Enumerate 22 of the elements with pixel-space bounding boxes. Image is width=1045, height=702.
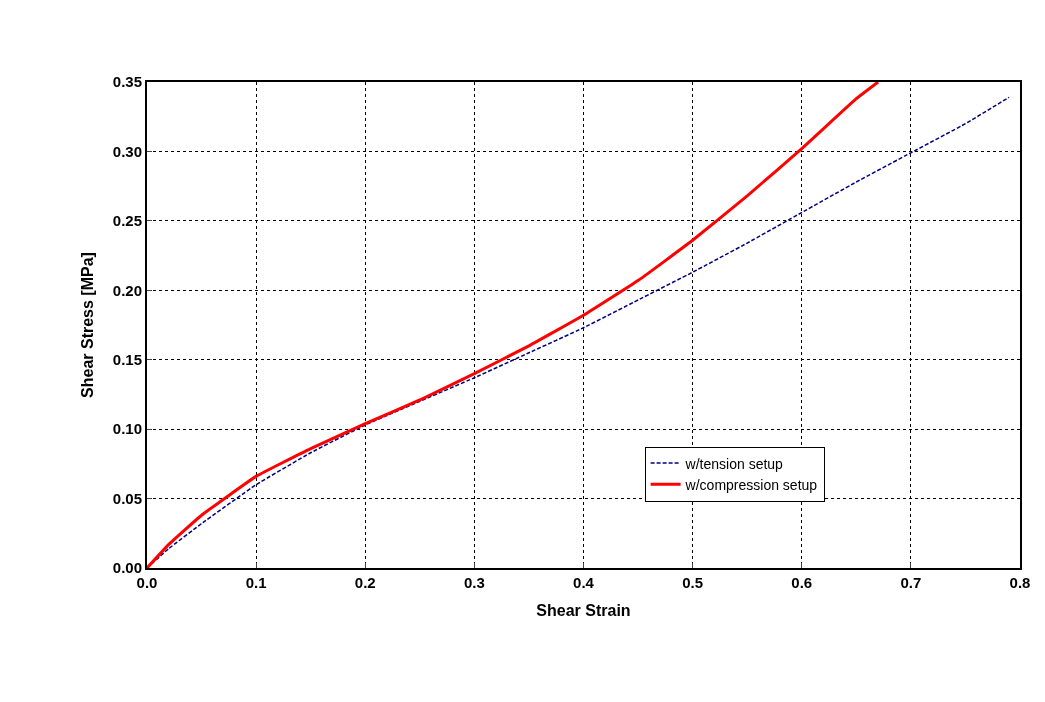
y-tick-label: 0.35 — [112, 73, 142, 91]
x-tick-label: 0.4 — [573, 574, 595, 591]
legend-label: w/compression setup — [684, 476, 818, 493]
x-tick-label: 0.2 — [354, 574, 376, 591]
x-tick-label: 0.0 — [136, 574, 158, 591]
y-tick-label: 0.00 — [112, 559, 142, 577]
x-tick-label: 0.3 — [463, 574, 485, 591]
legend-label: w/tension setup — [684, 455, 784, 472]
line-series — [147, 82, 880, 568]
y-tick-label: 0.30 — [112, 142, 142, 160]
y-tick-label: 0.05 — [112, 489, 142, 507]
x-tick-label: 0.6 — [791, 574, 813, 591]
x-axis-title: Shear Strain — [536, 602, 631, 620]
y-tick-label: 0.15 — [112, 350, 142, 368]
y-tick-label: 0.10 — [112, 420, 142, 438]
x-tick-label: 0.1 — [245, 574, 267, 591]
x-tick-label: 0.8 — [1009, 574, 1031, 591]
y-axis-title: Shear Stress [MPa] — [79, 252, 97, 398]
x-tick-label: 0.5 — [682, 574, 704, 591]
x-tick-label: 0.7 — [900, 574, 922, 591]
y-tick-label: 0.25 — [112, 212, 142, 230]
y-tick-label: 0.20 — [112, 281, 142, 299]
